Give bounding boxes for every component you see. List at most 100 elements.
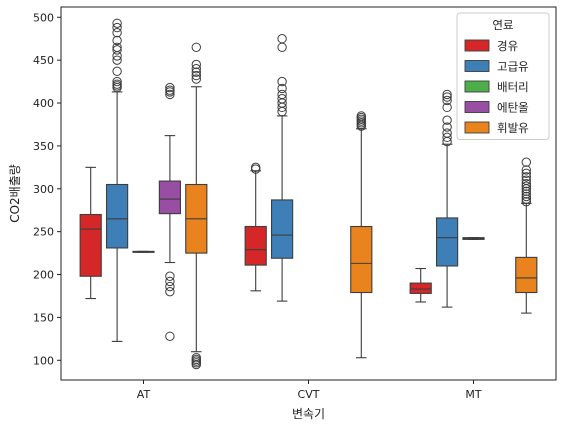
outlier-point — [521, 189, 531, 199]
legend-swatch — [464, 121, 490, 134]
outlier-point — [442, 128, 452, 138]
outlier-point — [356, 111, 366, 121]
box-MT-경유 — [409, 267, 432, 303]
y-tick-label: 400 — [33, 97, 54, 110]
box-body — [105, 183, 129, 249]
axes: 100 150 200 250 300 350 400 450 500 AT CVT MT 변속기 CO2… — [8, 6, 557, 421]
box-CVT-경유 — [244, 162, 267, 292]
box-body — [79, 213, 102, 277]
outlier-point — [112, 79, 122, 89]
outlier-point — [442, 92, 452, 102]
outlier-point — [277, 89, 287, 100]
x-tick-label: AT — [137, 388, 151, 401]
outlier-point — [191, 42, 202, 53]
outlier-point — [277, 76, 287, 87]
outlier-point — [112, 18, 122, 28]
outlier-point — [521, 165, 531, 175]
box-AT-배터리 — [132, 250, 155, 253]
box-AT-에탄올 — [158, 82, 182, 341]
outlier-point — [521, 186, 531, 197]
legend-swatch — [464, 80, 490, 93]
legend-swatch — [464, 101, 490, 113]
box-AT-휘발유 — [185, 42, 208, 370]
outlier-point — [521, 168, 531, 179]
box-body — [350, 225, 373, 294]
outlier-point — [521, 196, 531, 207]
outlier-point — [112, 45, 122, 55]
outlier-point — [521, 178, 531, 189]
outlier-point — [165, 85, 175, 95]
outlier-point — [277, 94, 287, 104]
outlier-point — [191, 59, 202, 70]
plot-area — [79, 18, 538, 370]
legend-label: 고급유 — [497, 60, 529, 74]
outlier-point — [112, 22, 122, 33]
outlier-point — [521, 157, 531, 167]
outlier-point — [165, 89, 175, 100]
box-MT-배터리 — [462, 237, 485, 240]
outlier-point — [442, 89, 452, 100]
y-tick-label: 200 — [33, 269, 54, 282]
outlier-point — [277, 83, 287, 94]
outlier-point — [442, 115, 452, 125]
box-body — [244, 225, 267, 266]
outlier-point — [442, 132, 452, 143]
outlier-point — [442, 122, 452, 132]
outlier-point — [521, 194, 531, 204]
y-axis-label: CO2배출량 — [8, 164, 22, 223]
outlier-point — [521, 191, 531, 202]
legend-swatch — [464, 60, 490, 72]
outlier-point — [165, 281, 175, 292]
legend-title: 연료 — [492, 18, 513, 32]
y-tick-label: 250 — [33, 226, 54, 239]
outlier-point — [165, 286, 175, 297]
box-AT-고급유 — [105, 18, 129, 342]
box-CVT-휘발유 — [350, 111, 373, 359]
box-body — [158, 180, 182, 215]
x-tick-label: CVT — [298, 388, 320, 401]
outlier-point — [277, 42, 287, 53]
legend-label: 경유 — [497, 39, 518, 53]
outlier-point — [521, 175, 531, 185]
legend-label: 에탄올 — [497, 101, 529, 115]
outlier-point — [277, 34, 287, 44]
outlier-point — [165, 82, 175, 93]
outlier-point — [251, 162, 261, 173]
box-body — [270, 199, 294, 259]
outlier-point — [521, 181, 531, 191]
outlier-point — [442, 95, 452, 106]
outlier-point — [112, 76, 122, 87]
outlier-point — [165, 331, 175, 341]
box-body — [435, 217, 459, 267]
box-MT-휘발유 — [515, 157, 538, 314]
outlier-point — [191, 70, 202, 81]
box-body — [409, 282, 432, 294]
box-body — [515, 256, 538, 294]
outlier-point — [442, 102, 452, 113]
outlier-point — [112, 28, 122, 38]
outlier-point — [112, 42, 122, 53]
y-tick-label: 450 — [33, 54, 54, 67]
outlier-point — [191, 74, 202, 84]
x-axis-label: 변속기 — [292, 407, 325, 421]
x-tick-label: MT — [465, 388, 481, 401]
outlier-point — [521, 172, 531, 182]
outlier-point — [165, 276, 175, 287]
box-MT-고급유 — [435, 89, 459, 308]
legend-label: 휘발유 — [497, 121, 529, 135]
legend-label: 배터리 — [497, 80, 529, 94]
outlier-point — [112, 35, 122, 46]
y-tick-label: 300 — [33, 183, 54, 196]
legend-swatch — [464, 39, 490, 52]
y-tick-label: 150 — [33, 311, 54, 324]
outlier-point — [112, 55, 122, 65]
box-CVT-고급유 — [270, 34, 294, 302]
outlier-point — [165, 271, 175, 281]
y-tick-label: 500 — [33, 11, 54, 24]
outlier-point — [191, 353, 202, 363]
outlier-point — [191, 67, 202, 77]
y-tick-label: 100 — [33, 354, 54, 367]
box-AT-경유 — [79, 166, 102, 300]
